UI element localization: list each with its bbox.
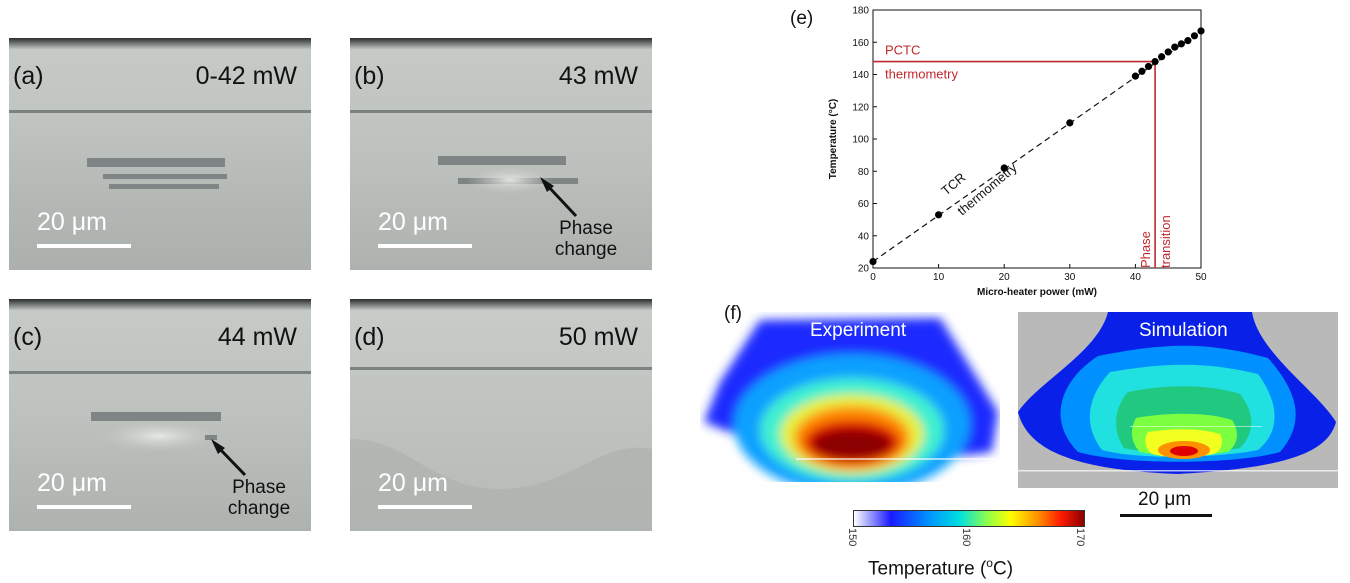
scale-label-b: 20 μm xyxy=(378,208,448,236)
y-axis-label: Temperature (°C) xyxy=(828,99,839,180)
plot-area: 0 10 20 30 40 50 20 40 60 80 100 120 140 160 180 Micro-… xyxy=(828,6,1207,299)
tcr-label: TCR xyxy=(938,170,968,199)
x-axis-label: Micro-heater power (mW) xyxy=(977,287,1097,298)
colorbar-title: Temperature (oC) xyxy=(868,556,1013,580)
panel-label-d: (d) xyxy=(354,323,385,351)
data-point xyxy=(935,211,943,219)
phase-transition-label: Phase xyxy=(1138,231,1153,268)
x-tick-label: 10 xyxy=(933,272,945,283)
heatmap-scale-bar xyxy=(1120,514,1212,517)
data-point xyxy=(1158,53,1166,61)
panel-label-e: (e) xyxy=(790,8,813,29)
power-label-a: 0-42 mW xyxy=(195,62,297,90)
data-point xyxy=(1190,32,1199,40)
simulation-heatmap xyxy=(1018,312,1338,488)
phase-change-label-b: Phase change xyxy=(546,218,626,260)
temperature-power-chart: (e) 0 10 20 30 40 50 20 40 60 80 100 120 140 160 180 Mi… xyxy=(790,6,1207,299)
power-label-c: 44 mW xyxy=(217,323,297,351)
arrow-icon xyxy=(540,177,578,218)
microscope-image-d xyxy=(350,299,652,531)
x-tick-label: 0 xyxy=(870,272,876,283)
data-point xyxy=(1066,119,1074,127)
data-point xyxy=(1131,72,1139,80)
phase-change-line2-b: change xyxy=(554,239,618,260)
panel-label-b: (b) xyxy=(354,62,385,90)
scale-bar-a xyxy=(37,244,131,248)
panel-label-c: (c) xyxy=(13,323,43,351)
colorbar-tick: 160 xyxy=(960,528,972,547)
y-tick-label: 80 xyxy=(858,167,870,178)
colorbar-title-text: Temperature ( xyxy=(868,558,987,580)
microscope-panel-b: (b) 43 mW 20 μm Phase change xyxy=(350,38,652,270)
y-tick-label: 40 xyxy=(858,231,870,242)
experiment-heatmap xyxy=(704,318,998,482)
scale-bar-d xyxy=(378,505,472,509)
microscope-panel-a: (a) 0-42 mW 20 μm xyxy=(9,38,311,270)
y-tick-label: 60 xyxy=(858,199,870,210)
scale-bar-b xyxy=(378,244,472,248)
data-point xyxy=(1151,58,1159,66)
power-label-b: 43 mW xyxy=(558,62,638,90)
tcr-label: thermometry xyxy=(954,160,1020,219)
y-tick-label: 20 xyxy=(858,264,870,275)
experiment-title: Experiment xyxy=(810,320,907,341)
data-point xyxy=(1177,40,1185,48)
scale-bar-c xyxy=(37,505,131,509)
microscope-panel-d: (d) 50 mW 20 μm xyxy=(350,299,652,531)
phase-change-line1-c: Phase xyxy=(232,477,286,498)
colorbar-tick: 170 xyxy=(1074,528,1086,547)
data-point xyxy=(1000,164,1008,172)
heatmap-scale-label: 20 μm xyxy=(1138,489,1192,510)
panel-label-a: (a) xyxy=(13,62,44,90)
phase-change-label-c: Phase change xyxy=(219,477,299,519)
scale-label-a: 20 μm xyxy=(37,208,107,236)
data-point xyxy=(1138,67,1146,75)
y-tick-label: 120 xyxy=(852,102,869,113)
pctc-label: thermometry xyxy=(885,67,958,82)
plot-frame xyxy=(872,9,1202,269)
arrow-icon xyxy=(211,439,247,477)
colorbar-tick: 150 xyxy=(846,528,858,547)
x-tick-label: 30 xyxy=(1064,272,1076,283)
data-point xyxy=(1197,27,1205,35)
data-point xyxy=(1164,48,1172,56)
y-tick-label: 140 xyxy=(852,70,869,81)
y-tick-label: 180 xyxy=(852,6,869,17)
microscope-image-b xyxy=(350,38,652,270)
y-tick-label: 100 xyxy=(852,135,869,146)
microscope-image-c xyxy=(9,299,311,531)
phase-change-line1-b: Phase xyxy=(559,218,613,239)
panel-label-f: (f) xyxy=(724,303,742,324)
data-point xyxy=(1144,62,1153,71)
data-point xyxy=(1184,37,1192,45)
microscope-panel-c: (c) 44 mW 20 μm Phase change xyxy=(9,299,311,531)
scale-label-c: 20 μm xyxy=(37,469,107,497)
x-tick-label: 50 xyxy=(1195,272,1207,283)
x-tick-label: 20 xyxy=(999,272,1011,283)
colorbar-title-sup: o xyxy=(986,556,993,570)
data-point xyxy=(869,257,877,266)
data-point xyxy=(1171,43,1179,51)
phase-transition-label: transition xyxy=(1158,215,1173,268)
fit-line xyxy=(872,30,1202,263)
scale-label-d: 20 μm xyxy=(378,469,448,497)
y-tick-label: 160 xyxy=(852,38,869,49)
pctc-label: PCTC xyxy=(885,43,920,58)
simulation-title: Simulation xyxy=(1139,320,1228,341)
temperature-colorbar xyxy=(853,510,1085,527)
microscope-image-a xyxy=(9,38,311,270)
x-tick-label: 40 xyxy=(1130,272,1142,283)
phase-change-line2-c: change xyxy=(227,498,291,519)
power-label-d: 50 mW xyxy=(558,323,638,351)
colorbar-title-unit: C) xyxy=(992,558,1014,580)
